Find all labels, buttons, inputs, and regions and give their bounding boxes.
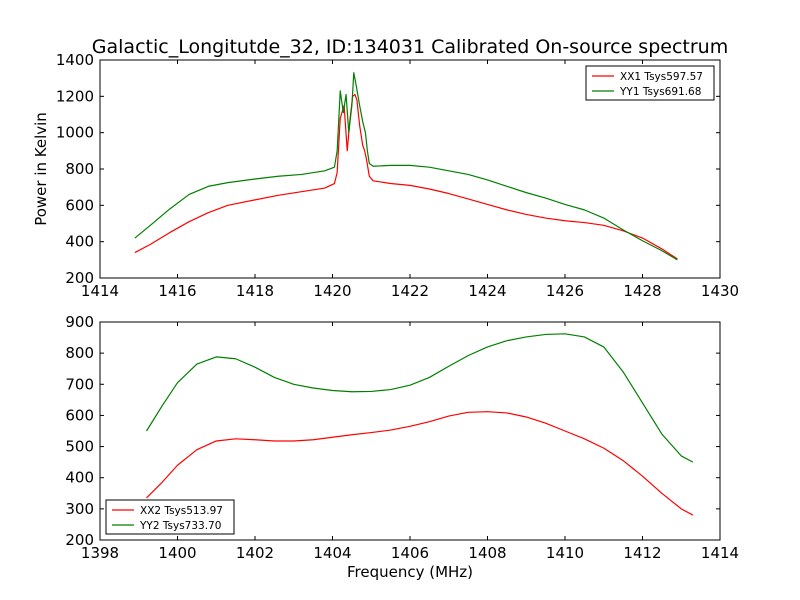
x-tick-label: 1404 bbox=[313, 544, 351, 562]
series-line-1 bbox=[134, 93, 678, 260]
x-tick-label: 1400 bbox=[158, 544, 196, 562]
bottom-spectrum-plot: 1398 1400 1402 1404 1406 1408 1410 1412 1414 200 3… bbox=[65, 313, 739, 581]
x-axis-label: Frequency (MHz) bbox=[347, 563, 473, 581]
y-axis-label: Power in Kelvin bbox=[32, 112, 50, 226]
y-tick-label: 400 bbox=[65, 469, 94, 487]
legend-box bbox=[105, 499, 235, 535]
legend-entry-label: XX2 Tsys513.97 bbox=[140, 505, 223, 517]
y-tick-label: 1400 bbox=[56, 51, 94, 69]
y-tick-label: 700 bbox=[65, 375, 94, 393]
series-line-2 bbox=[134, 72, 678, 261]
x-tick-label: 1408 bbox=[468, 544, 506, 562]
top-spectrum-plot: 1414 1416 1418 1420 1422 1424 1426 1428 1430 200 4… bbox=[32, 51, 739, 300]
legend: XX1 Tsys597.57 YY1 Tsys691.68 bbox=[585, 65, 715, 101]
x-tick-label: 1428 bbox=[623, 282, 661, 300]
legend-entry-label: YY2 Tsys733.70 bbox=[139, 520, 221, 532]
y-tick-label: 300 bbox=[65, 500, 94, 518]
x-tick-label: 1412 bbox=[623, 544, 661, 562]
series-line-2 bbox=[145, 333, 694, 463]
x-tick-label: 1402 bbox=[236, 544, 274, 562]
x-tick-label: 1414 bbox=[81, 282, 119, 300]
legend-box bbox=[585, 65, 715, 101]
x-tick-label: 1426 bbox=[546, 282, 584, 300]
y-tick-label: 200 bbox=[65, 269, 94, 287]
y-tick-label: 200 bbox=[65, 531, 94, 549]
y-tick-label: 500 bbox=[65, 438, 94, 456]
y-tick-label: 800 bbox=[65, 344, 94, 362]
x-tick-label: 1420 bbox=[313, 282, 351, 300]
chart-title: Galactic_Longitutde_32, ID:134031 Calibr… bbox=[92, 36, 728, 58]
x-tick-label: 1424 bbox=[468, 282, 506, 300]
x-tick-label: 1410 bbox=[546, 544, 584, 562]
series-line-1 bbox=[146, 411, 694, 516]
x-tick-label: 1430 bbox=[701, 282, 739, 300]
x-tick-label: 1422 bbox=[391, 282, 429, 300]
legend-entry-label: YY1 Tsys691.68 bbox=[619, 86, 701, 98]
x-tick-label: 1416 bbox=[158, 282, 196, 300]
y-tick-label: 1200 bbox=[56, 87, 94, 105]
y-tick-label: 900 bbox=[65, 313, 94, 331]
y-tick-label: 600 bbox=[65, 196, 94, 214]
y-tick-label: 400 bbox=[65, 233, 94, 251]
legend-entry-label: XX1 Tsys597.57 bbox=[620, 71, 703, 83]
x-tick-label: 1418 bbox=[236, 282, 274, 300]
y-tick-label: 600 bbox=[65, 406, 94, 424]
x-tick-label: 1414 bbox=[701, 544, 739, 562]
x-tick-label: 1406 bbox=[391, 544, 429, 562]
y-tick-label: 1000 bbox=[56, 124, 94, 142]
legend: XX2 Tsys513.97 YY2 Tsys733.70 bbox=[105, 499, 235, 535]
x-tick-label: 1398 bbox=[81, 544, 119, 562]
y-tick-label: 800 bbox=[65, 160, 94, 178]
